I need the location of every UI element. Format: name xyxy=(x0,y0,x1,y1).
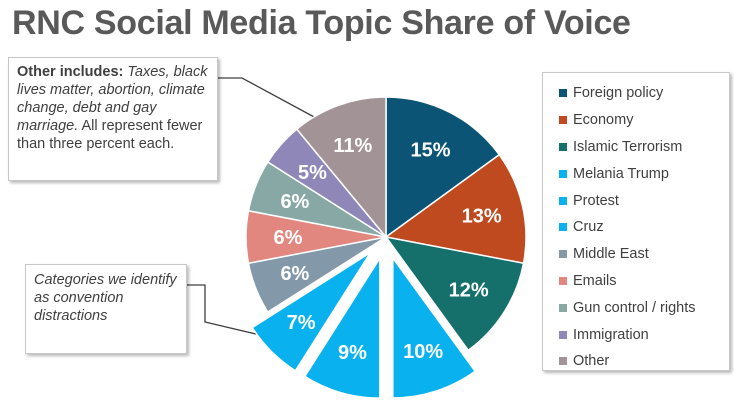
pie-slice-foreign-policy xyxy=(385,96,501,239)
distractions-note-text: Categories we identify as convention dis… xyxy=(34,272,177,324)
legend-label: Cruz xyxy=(573,219,604,236)
other-note-box: Other includes: Taxes, black lives matte… xyxy=(8,57,218,181)
legend-label: Gun control / rights xyxy=(573,299,696,316)
legend-label: Economy xyxy=(573,112,634,129)
legend-swatch xyxy=(559,116,567,125)
pie-label: 6% xyxy=(280,191,309,213)
pie-label: 5% xyxy=(298,162,327,184)
chart-legend: Foreign policy Economy Islamic Terrorism Me… xyxy=(542,72,730,371)
pie-labels: 15% 13% 12% 10% 9% 7% 6% 6% 6% 5% 11% xyxy=(274,135,502,364)
pie-label: 7% xyxy=(287,312,316,334)
legend-swatch xyxy=(559,357,567,366)
other-callout-line xyxy=(218,77,317,119)
pie-slice-other xyxy=(295,96,387,240)
legend-item: Middle East xyxy=(559,241,729,268)
legend-label: Middle East xyxy=(573,246,649,263)
distractions-note-box: Categories we identify as convention dis… xyxy=(25,264,187,354)
callout-lines xyxy=(187,77,317,336)
legend-item: Protest xyxy=(559,187,729,214)
chart-title: RNC Social Media Topic Share of Voice xyxy=(12,4,631,42)
legend-item: Other xyxy=(559,348,729,375)
legend-label: Other xyxy=(573,353,610,370)
legend-swatch xyxy=(559,142,567,151)
legend-swatch xyxy=(559,196,567,205)
legend-item: Melania Trump xyxy=(559,160,729,187)
pie-slices xyxy=(245,96,527,399)
pie-label: 6% xyxy=(280,263,309,285)
legend-item: Islamic Terrorism xyxy=(559,134,729,161)
legend-label: Melania Trump xyxy=(573,165,669,182)
legend-swatch xyxy=(559,89,567,98)
pie-label: 15% xyxy=(410,140,450,162)
legend-item: Immigration xyxy=(559,321,729,348)
other-note-label: Other includes: xyxy=(17,64,124,80)
legend-swatch xyxy=(559,330,567,339)
pie-slice-islamic-terrorism xyxy=(384,235,525,352)
pie-slice-melania-trump xyxy=(392,255,477,399)
pie-slice-protest xyxy=(303,255,381,399)
legend-swatch xyxy=(559,169,567,178)
other-note-detail: All represent fewer than three percent e… xyxy=(17,118,203,152)
pie-label: 9% xyxy=(338,342,367,364)
legend-label: Emails xyxy=(573,272,617,289)
pie-label: 12% xyxy=(449,280,489,302)
legend-swatch xyxy=(559,250,567,259)
legend-item: Economy xyxy=(559,107,729,134)
legend-swatch xyxy=(559,223,567,232)
pie-slice-cruz xyxy=(251,251,372,372)
legend-label: Islamic Terrorism xyxy=(573,138,683,155)
legend-swatch xyxy=(559,276,567,285)
legend-item: Cruz xyxy=(559,214,729,241)
legend-swatch xyxy=(559,303,567,312)
other-note-list: Taxes, black lives matter, abortion, cli… xyxy=(17,64,208,134)
pie-label: 6% xyxy=(274,227,303,249)
legend-item: Emails xyxy=(559,268,729,295)
legend-label: Protest xyxy=(573,192,619,209)
legend-item: Gun control / rights xyxy=(559,294,729,321)
legend-label: Immigration xyxy=(573,326,649,343)
legend-label: Foreign policy xyxy=(573,85,664,102)
legend-item: Foreign policy xyxy=(559,80,729,107)
pie-label: 10% xyxy=(403,341,443,363)
distractions-callout-line xyxy=(187,284,261,336)
pie-label: 13% xyxy=(462,206,502,228)
pie-label: 11% xyxy=(333,135,372,157)
pie-slice-economy xyxy=(384,153,527,265)
